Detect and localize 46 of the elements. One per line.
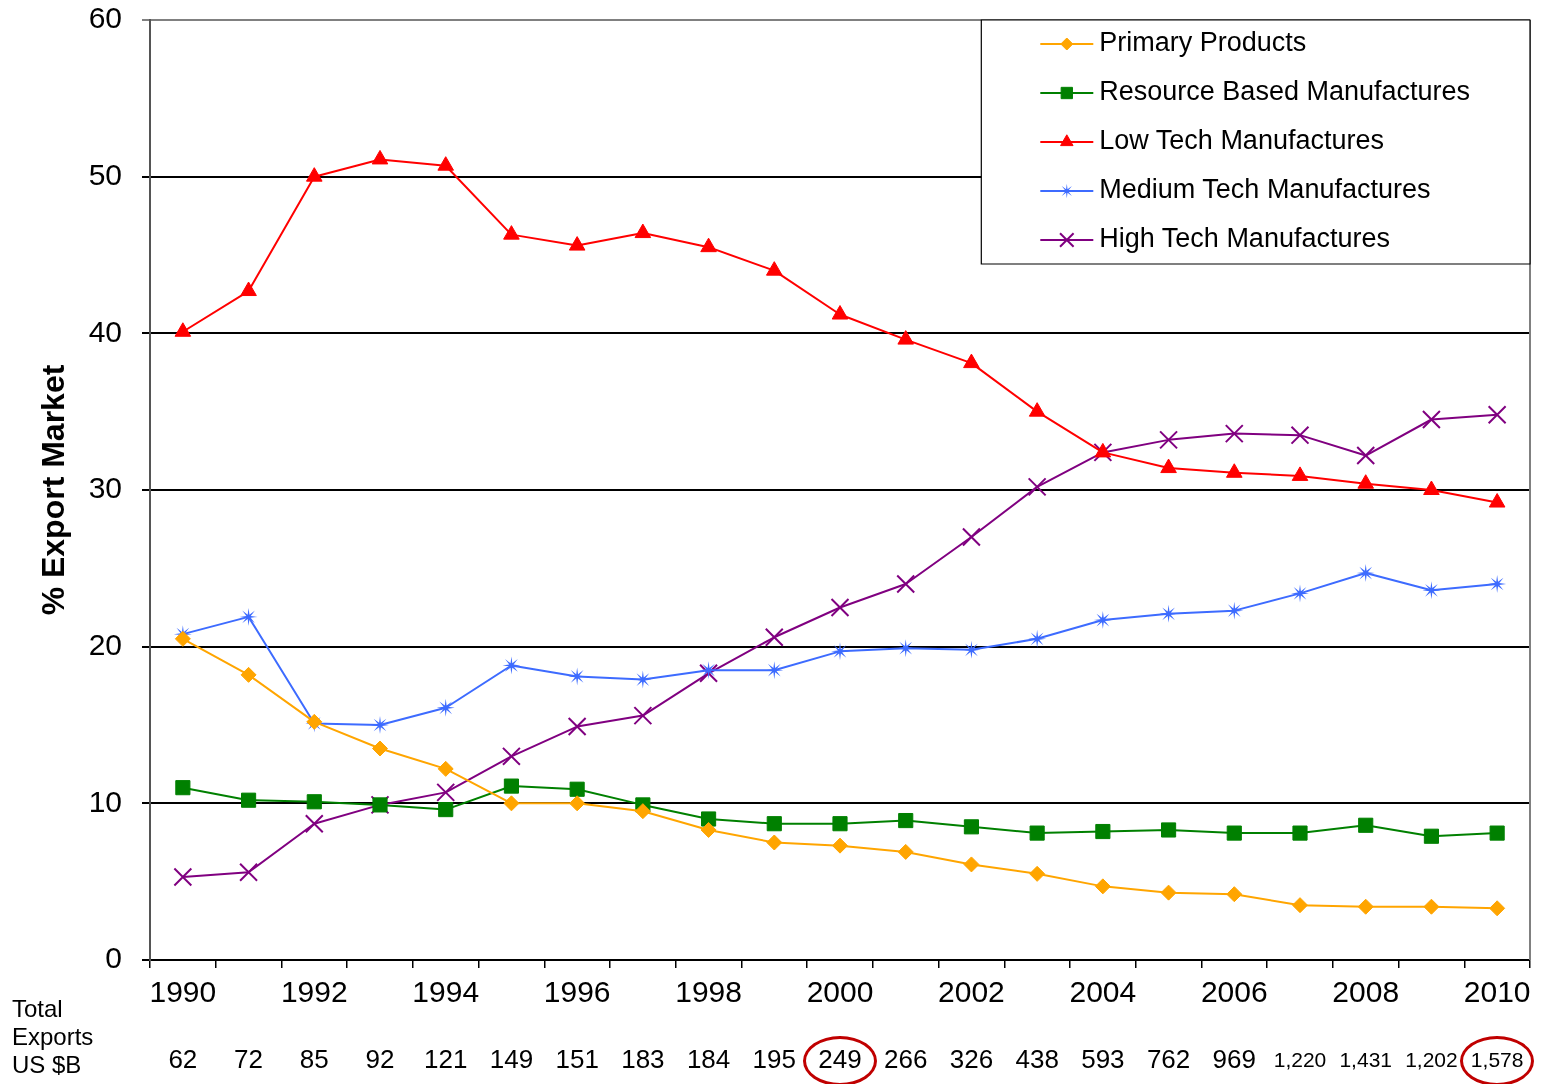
text: 183 — [621, 1044, 665, 1075]
legend-label: High Tech Manufactures — [1099, 223, 1390, 254]
y-tick-label: 40 — [88, 314, 122, 348]
text: 121 — [424, 1044, 468, 1075]
text: 92 — [365, 1044, 395, 1075]
text: 1,202 — [1405, 1047, 1458, 1071]
text: 1,431 — [1339, 1047, 1392, 1071]
x-tick-label: 2002 — [938, 975, 1005, 1009]
text: 1,220 — [1273, 1047, 1327, 1071]
text: 249 — [818, 1044, 862, 1075]
x-tick-label: 1992 — [280, 975, 348, 1009]
legend-label: Low Tech Manufactures — [1099, 125, 1384, 156]
x-tick-label: 1990 — [149, 975, 217, 1009]
text: 195 — [752, 1044, 796, 1075]
text: 62 — [168, 1044, 198, 1075]
text: 1,578 — [1470, 1047, 1524, 1071]
text: 326 — [949, 1044, 994, 1075]
text: 969 — [1212, 1044, 1256, 1075]
text: 151 — [555, 1044, 599, 1075]
y-tick-label: 20 — [88, 627, 122, 661]
text: Total Exports US $B — [12, 994, 94, 1078]
y-tick-label: 10 — [88, 784, 122, 818]
x-tick-label: 1994 — [412, 975, 480, 1009]
x-tick-label: 2010 — [1463, 975, 1531, 1009]
x-tick-label: 1998 — [675, 975, 742, 1009]
text: 184 — [686, 1044, 731, 1075]
x-tick-label: 2008 — [1332, 975, 1400, 1009]
text: 85 — [299, 1044, 329, 1075]
text: 593 — [1081, 1044, 1125, 1075]
x-tick-label: 2000 — [806, 975, 874, 1009]
y-axis-title: % Export Market — [35, 364, 72, 616]
y-tick-label: 0 — [105, 941, 122, 975]
text: 72 — [234, 1044, 264, 1075]
text: 149 — [489, 1044, 534, 1075]
y-tick-label: 50 — [88, 157, 122, 191]
legend-label: Resource Based Manufactures — [1099, 76, 1471, 107]
y-tick-label: 60 — [88, 1, 122, 35]
x-tick-label: 1996 — [543, 975, 611, 1009]
x-tick-label: 2006 — [1200, 975, 1268, 1009]
x-tick-label: 2004 — [1069, 975, 1137, 1009]
legend-label: Primary Products — [1099, 27, 1307, 58]
text: 762 — [1146, 1044, 1191, 1075]
text: 266 — [884, 1044, 928, 1075]
legend-label: Medium Tech Manufactures — [1099, 174, 1431, 205]
y-tick-label: 30 — [88, 471, 122, 505]
text: 438 — [1015, 1044, 1059, 1075]
